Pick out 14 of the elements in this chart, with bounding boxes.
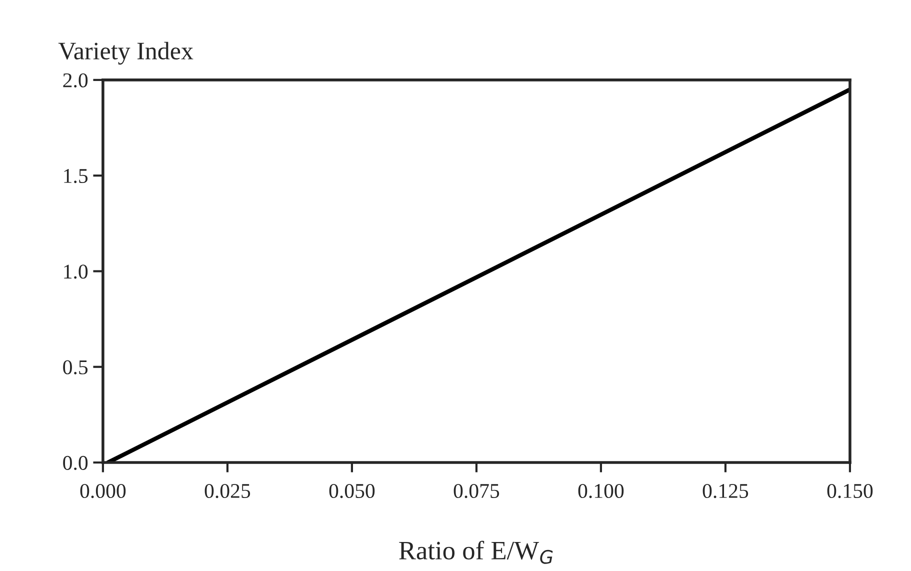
y-tick-label: 2.0 xyxy=(63,73,88,88)
y-axis-title: Variety Index xyxy=(58,42,194,65)
y-tick-label: 1.5 xyxy=(64,169,88,184)
x-tick-label: 0.125 xyxy=(702,484,748,498)
x-tick-label: 0.025 xyxy=(204,484,250,498)
x-tick-label: 0.075 xyxy=(454,484,500,498)
y-tick-label: 1.0 xyxy=(64,264,88,279)
y-tick-label: 0.0 xyxy=(63,456,88,470)
x-tick-label: 0.000 xyxy=(80,484,126,498)
x-tick-label: 0.150 xyxy=(827,484,873,498)
x-tick-label: 0.050 xyxy=(329,484,375,498)
x-axis-title: Ratio of E/W$_{G}$ xyxy=(399,540,553,564)
y-tick-label: 0.5 xyxy=(63,360,88,374)
x-tick-label: 0.100 xyxy=(578,484,624,498)
